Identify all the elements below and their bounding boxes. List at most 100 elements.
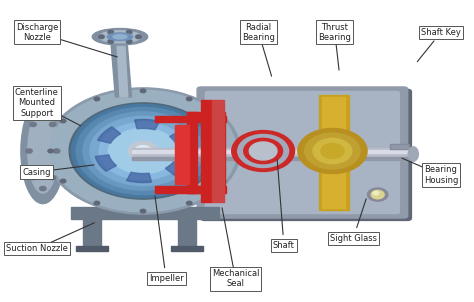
Ellipse shape (28, 109, 58, 193)
Circle shape (76, 108, 210, 194)
Circle shape (298, 128, 367, 174)
Circle shape (90, 117, 196, 185)
Circle shape (220, 119, 226, 123)
Circle shape (108, 40, 113, 43)
Bar (201, 100, 212, 202)
Polygon shape (117, 40, 128, 97)
Wedge shape (127, 172, 152, 183)
Circle shape (94, 201, 100, 205)
Circle shape (40, 111, 46, 116)
Bar (131, 157, 413, 160)
Text: Radial
Bearing: Radial Bearing (242, 23, 275, 42)
Circle shape (54, 149, 60, 153)
Circle shape (136, 35, 141, 39)
FancyBboxPatch shape (197, 87, 408, 218)
Bar (175, 125, 189, 184)
Text: Shaft Key: Shaft Key (421, 28, 461, 37)
Text: Bearing
Housing: Bearing Housing (424, 165, 458, 185)
Circle shape (30, 175, 36, 180)
Circle shape (305, 133, 360, 169)
Circle shape (109, 128, 178, 174)
Text: Suction Nozzle: Suction Nozzle (6, 244, 68, 253)
Circle shape (99, 122, 187, 180)
Text: Discharge
Nozzle: Discharge Nozzle (16, 23, 58, 42)
Text: Mechanical
Seal: Mechanical Seal (212, 269, 259, 288)
Circle shape (83, 112, 203, 190)
Bar (187, 112, 197, 193)
Bar (215, 112, 225, 193)
Text: Centerline
Mounted
Support: Centerline Mounted Support (15, 88, 59, 118)
Circle shape (40, 186, 46, 191)
Bar (212, 100, 224, 202)
Circle shape (99, 35, 104, 39)
Circle shape (60, 179, 66, 183)
Wedge shape (135, 119, 160, 130)
Text: Shaft: Shaft (273, 241, 295, 250)
Bar (43, 134, 108, 168)
Wedge shape (165, 159, 189, 175)
Circle shape (127, 30, 132, 34)
Bar (131, 148, 413, 160)
Circle shape (49, 175, 56, 180)
Circle shape (135, 146, 151, 156)
Text: Sight Glass: Sight Glass (330, 234, 377, 243)
Circle shape (232, 130, 294, 172)
Bar (155, 186, 226, 193)
Circle shape (321, 143, 344, 159)
Bar (171, 246, 203, 251)
Ellipse shape (113, 35, 127, 39)
Bar (76, 246, 109, 251)
Wedge shape (98, 127, 121, 143)
Circle shape (48, 149, 54, 153)
Circle shape (367, 188, 388, 201)
Circle shape (46, 88, 240, 214)
Bar (155, 116, 226, 122)
Circle shape (94, 97, 100, 101)
Circle shape (50, 90, 237, 212)
Ellipse shape (99, 31, 141, 43)
Circle shape (108, 30, 113, 34)
Circle shape (220, 179, 226, 183)
Ellipse shape (408, 147, 419, 161)
Circle shape (140, 209, 146, 213)
Circle shape (313, 138, 352, 164)
Bar (187, 186, 215, 193)
Text: Thrust
Bearing: Thrust Bearing (319, 23, 351, 42)
Bar (322, 97, 345, 208)
Circle shape (127, 40, 132, 43)
Circle shape (128, 141, 158, 161)
Bar (72, 207, 219, 219)
Circle shape (140, 89, 146, 93)
Circle shape (72, 104, 215, 198)
Circle shape (49, 122, 56, 127)
Text: Impeller: Impeller (149, 274, 183, 283)
Ellipse shape (92, 28, 148, 45)
Text: Casing: Casing (23, 168, 51, 177)
Ellipse shape (107, 33, 133, 40)
Circle shape (244, 138, 283, 164)
FancyBboxPatch shape (201, 89, 411, 220)
Circle shape (238, 134, 289, 168)
Bar (391, 145, 408, 148)
Bar (178, 217, 196, 249)
Circle shape (233, 149, 238, 153)
Polygon shape (111, 40, 131, 97)
Bar (319, 95, 348, 210)
Circle shape (371, 190, 384, 199)
Bar (43, 140, 108, 148)
Circle shape (186, 201, 192, 205)
Bar (390, 144, 409, 149)
Bar (187, 112, 215, 118)
Ellipse shape (21, 98, 65, 204)
Wedge shape (95, 155, 117, 171)
Bar (83, 217, 101, 249)
Circle shape (249, 142, 277, 160)
Circle shape (373, 191, 379, 195)
Circle shape (60, 119, 66, 123)
Bar (131, 150, 413, 153)
Circle shape (30, 122, 36, 127)
Circle shape (186, 97, 192, 101)
Circle shape (26, 149, 32, 153)
Circle shape (69, 103, 217, 199)
FancyBboxPatch shape (205, 92, 400, 214)
